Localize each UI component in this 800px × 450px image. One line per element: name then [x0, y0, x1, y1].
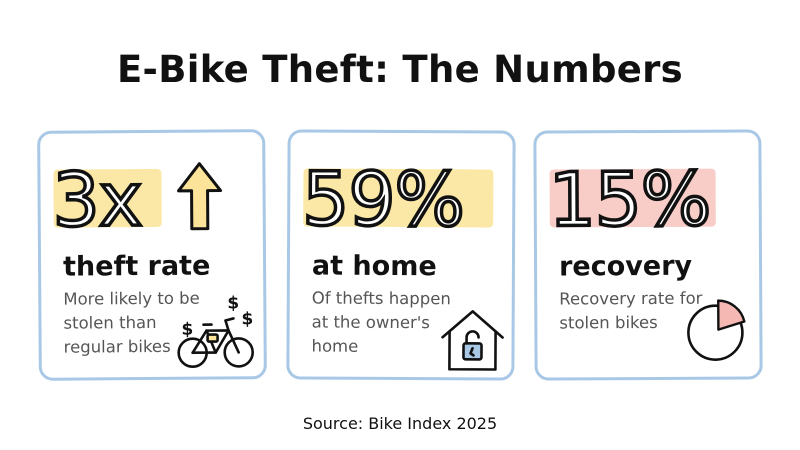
stat-card-at-home: 59% at home Of thefts happen at the owne…	[286, 129, 516, 381]
bicycle-icon: $ $ $	[177, 293, 254, 369]
dollar-sign-icon: $	[181, 320, 193, 340]
stat-label: theft rate	[62, 250, 211, 283]
stat-value: 15%	[547, 155, 712, 245]
stat-card-recovery: 15% recovery Recovery rate for stolen bi…	[533, 129, 763, 381]
stat-value: 3x	[51, 155, 144, 245]
stat-label: recovery	[558, 250, 693, 283]
house-with-broken-lock-icon	[441, 310, 504, 371]
stat-label: at home	[311, 250, 437, 283]
stat-value: 59%	[300, 155, 465, 245]
stat-card-theft-rate: 3x theft rate More likely to be stolen t…	[37, 129, 267, 381]
source-note: Source: Bike Index 2025	[302, 414, 498, 433]
dollar-sign-icon: $	[227, 293, 239, 313]
page-title: E-Bike Theft: The Numbers	[116, 48, 683, 91]
pie-chart-icon	[687, 299, 746, 361]
dollar-sign-icon: $	[241, 309, 253, 329]
up-arrow-icon	[177, 162, 223, 231]
